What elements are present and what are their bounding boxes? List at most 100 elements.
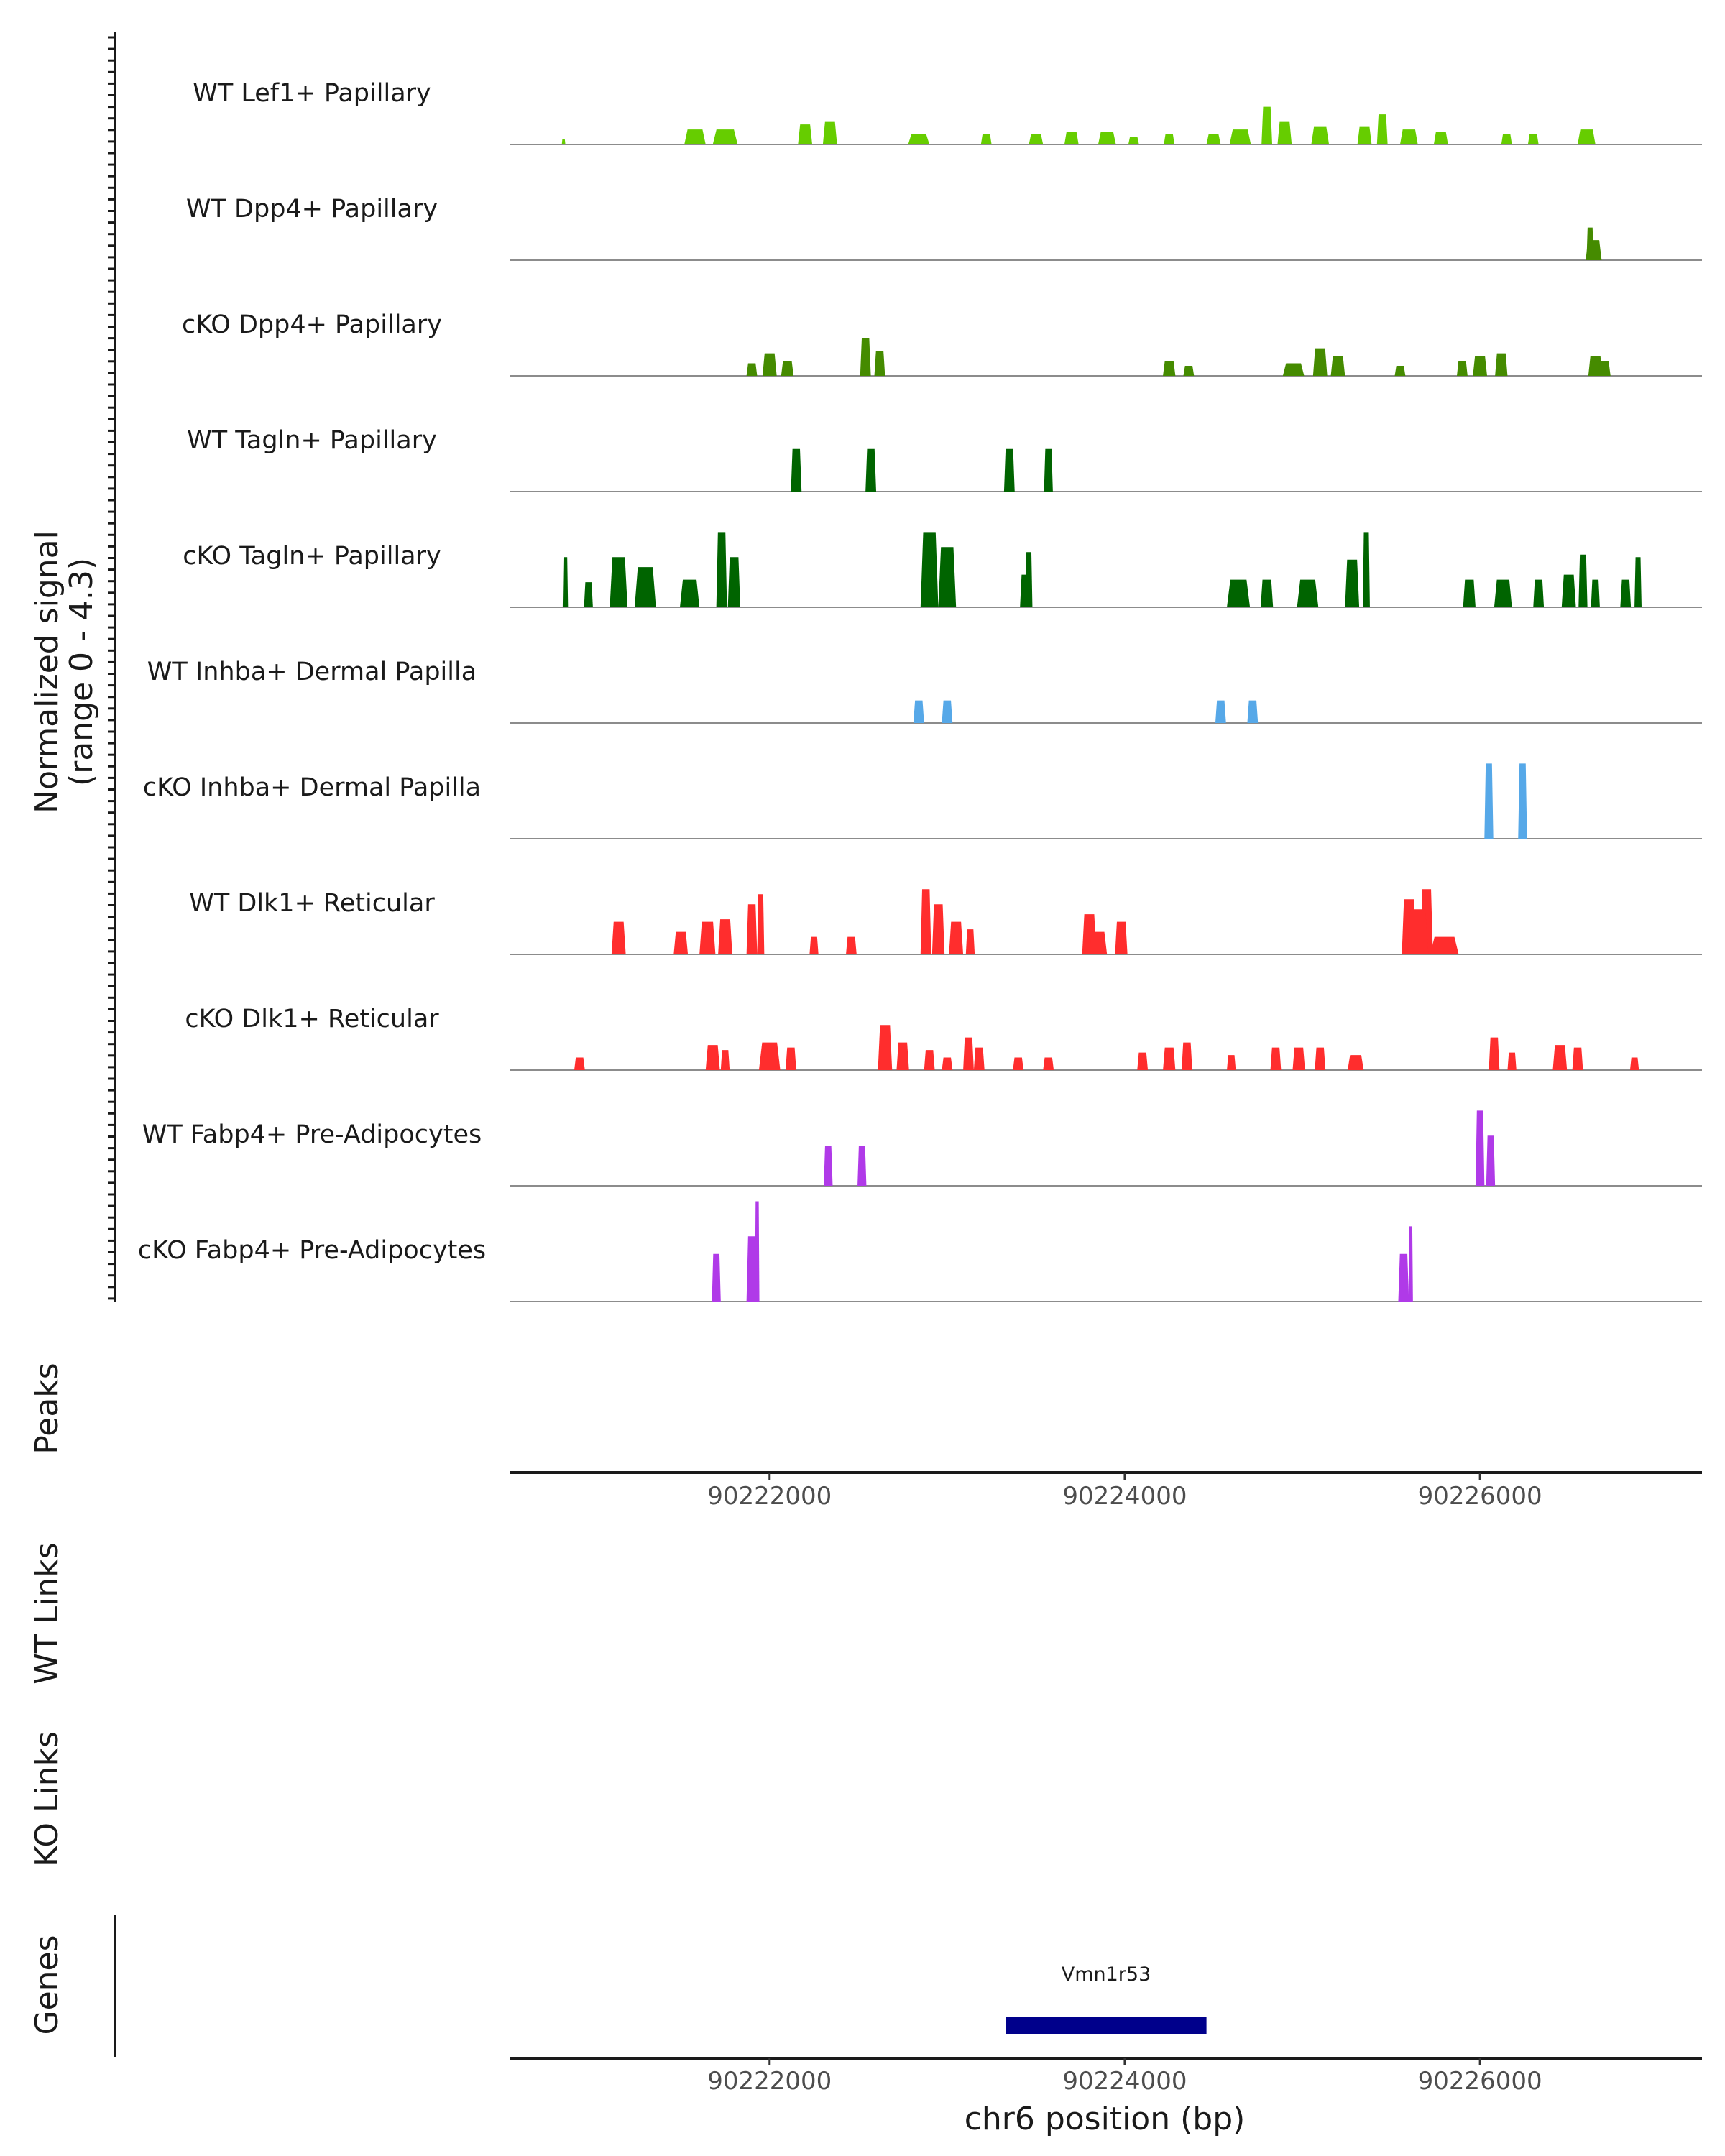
coverage-peak <box>920 889 932 954</box>
track-8: cKO Dlk1+ Reticular <box>185 1005 1702 1071</box>
track-7: WT Dlk1+ Reticular <box>189 889 1702 955</box>
coverage-peak <box>634 567 656 607</box>
track-label: WT Dpp4+ Papillary <box>186 195 438 224</box>
coverage-peak <box>1533 579 1545 607</box>
coverage-peak <box>1227 1055 1236 1070</box>
coverage-peak <box>1486 1135 1496 1186</box>
coverage-peak <box>684 129 706 144</box>
x-tick-label: 90226000 <box>1418 1482 1542 1511</box>
coverage-peak <box>1137 1052 1149 1070</box>
coverage-peak <box>1463 579 1476 607</box>
coverage-peak <box>924 1050 935 1070</box>
coverage-peak <box>1297 579 1319 607</box>
coverage-peak <box>1457 361 1468 376</box>
x-tick-label: 90224000 <box>1062 2067 1187 2096</box>
coverage-peak <box>1182 1042 1192 1070</box>
coverage-peak <box>1591 579 1600 607</box>
y-axis-title: Normalized signal <box>29 530 65 814</box>
coverage-peak <box>1475 1110 1485 1186</box>
coverage-peak <box>746 904 758 954</box>
coverage-peak <box>908 134 930 144</box>
coverage-peak <box>699 921 716 954</box>
coverage-peak <box>1206 134 1221 144</box>
coverage-peak <box>1312 348 1328 376</box>
x-tick-label: 90224000 <box>1062 1482 1187 1511</box>
coverage-peak <box>1620 579 1632 607</box>
coverage-peak <box>727 557 740 607</box>
coverage-peak <box>938 547 957 607</box>
coverage-peak <box>679 579 700 607</box>
coverage-peak <box>878 1025 893 1070</box>
coverage-peak <box>781 361 794 376</box>
coverage-peak <box>1025 552 1033 607</box>
coverage-peak <box>1163 361 1176 376</box>
coverage-peak <box>1311 126 1330 144</box>
coverage-peak <box>1433 132 1448 144</box>
coverage-peak <box>822 121 837 144</box>
coverage-peak <box>942 700 953 723</box>
coverage-peak <box>1552 1045 1568 1070</box>
coverage-peak <box>1572 1047 1583 1070</box>
coverage-peak <box>720 1050 730 1070</box>
coverage-peak <box>1282 363 1305 376</box>
track-label: WT Dlk1+ Reticular <box>189 889 435 918</box>
coverage-peak <box>1292 1047 1305 1070</box>
x-tick-label: 90222000 <box>707 2067 832 2096</box>
coverage-peak <box>1578 554 1588 607</box>
track-label: cKO Fabp4+ Pre-Adipocytes <box>138 1236 486 1265</box>
coverage-peak <box>1398 1253 1409 1302</box>
coverage-peak <box>574 1057 585 1070</box>
coverage-peak <box>1261 106 1273 144</box>
coverage-peak <box>1215 700 1226 723</box>
track-label: WT Tagln+ Papillary <box>187 426 437 455</box>
track-9: WT Fabp4+ Pre-Adipocytes <box>142 1110 1702 1187</box>
coverage-peak <box>1561 574 1576 607</box>
coverage-peak <box>1029 134 1044 144</box>
coverage-peak <box>949 921 964 954</box>
x-axis-top: 90222000 90224000 90226000 <box>707 1473 1542 1511</box>
coverage-peak <box>980 134 992 144</box>
coverage-peak <box>755 1201 760 1302</box>
coverage-peak <box>920 532 939 607</box>
coverage-tracks: WT Lef1+ Papillary WT Dpp4+ Papillary cKO … <box>138 79 1702 1302</box>
gene-body[interactable] <box>1006 2017 1207 2034</box>
coverage-peak <box>716 532 727 607</box>
coverage-peak <box>1164 134 1175 144</box>
coverage-peak <box>791 448 802 492</box>
coverage-peak <box>584 582 593 607</box>
wt-links-panel-title: WT Links <box>29 1542 65 1684</box>
coverage-peak <box>1064 132 1079 144</box>
y-axis-ticks <box>108 36 115 1300</box>
coverage-peak <box>1270 1047 1282 1070</box>
ko-links-panel-title: KO Links <box>29 1731 65 1866</box>
coverage-peak <box>1629 1057 1639 1070</box>
track-0: WT Lef1+ Papillary <box>193 79 1702 145</box>
coverage-peak <box>1277 121 1292 144</box>
coverage-peak <box>1089 931 1108 954</box>
track-label: WT Lef1+ Papillary <box>193 79 431 108</box>
coverage-peak <box>1363 532 1370 607</box>
peaks-panel-title: Peaks <box>29 1363 65 1454</box>
coverage-peak <box>611 921 626 954</box>
track-label: cKO Tagln+ Papillary <box>183 542 441 571</box>
coverage-peak <box>824 1146 833 1186</box>
coverage-peak <box>1013 1057 1024 1070</box>
coverage-peak <box>1494 579 1512 607</box>
coverage-peak <box>705 1045 720 1070</box>
coverage-peak <box>1598 361 1611 376</box>
coverage-peak <box>865 448 877 492</box>
y-axis-range: (range 0 - 4.3) <box>63 558 100 786</box>
coverage-peak <box>798 124 813 144</box>
coverage-peak <box>1098 132 1116 144</box>
coverage-peak <box>1578 129 1596 144</box>
coverage-peak <box>562 557 569 607</box>
track-1: WT Dpp4+ Papillary <box>186 195 1702 261</box>
coverage-peak <box>809 936 819 954</box>
coverage-peak <box>1183 366 1195 376</box>
coverage-peak <box>561 139 566 144</box>
coverage-peak <box>896 1042 909 1070</box>
coverage-peak <box>1247 700 1259 723</box>
coverage-peak <box>1003 448 1015 492</box>
coverage-peak <box>1260 579 1274 607</box>
